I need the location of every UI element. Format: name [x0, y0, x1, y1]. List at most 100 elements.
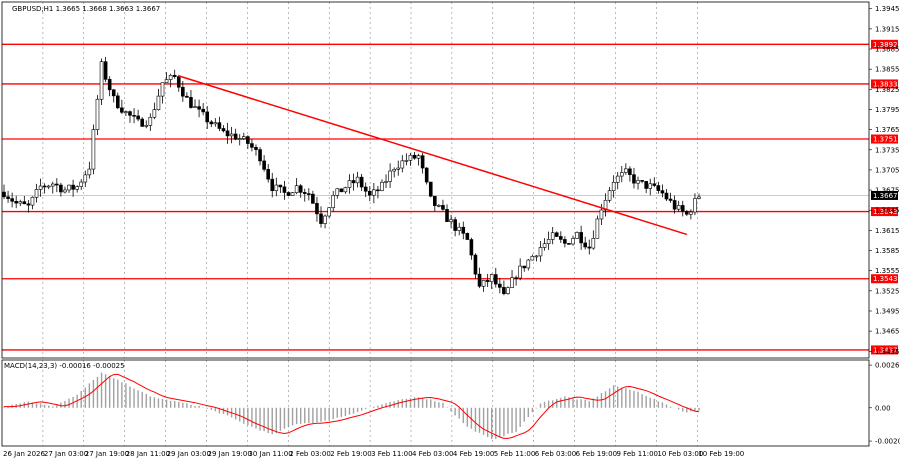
candle-body	[347, 180, 352, 188]
candle-body	[595, 218, 600, 239]
y-tick-label: 1.3645	[875, 207, 900, 215]
frame-layer	[1, 1, 870, 447]
candle-body	[290, 192, 295, 196]
macd-panel-frame	[1, 359, 870, 447]
candle-body	[237, 138, 242, 140]
candle-body	[168, 74, 173, 80]
candle-body	[83, 174, 88, 183]
candle-body	[498, 283, 502, 288]
candle-body	[38, 185, 43, 190]
x-tick-label: 9 Feb 11:00	[617, 450, 658, 458]
x-tick-label: 26 Jan 2026	[3, 450, 46, 458]
x-tick-label: 4 Feb 03:00	[412, 450, 453, 458]
candle-body	[107, 79, 112, 91]
y-tick-label: 1.3765	[875, 126, 900, 134]
candle-body	[538, 247, 543, 257]
candle-body	[388, 170, 392, 182]
level-label: 1.3833	[873, 80, 898, 88]
candle-body	[116, 95, 120, 109]
candle-body	[185, 95, 189, 98]
level-label-bg	[871, 207, 898, 217]
candle-body	[685, 210, 689, 215]
candle-body	[319, 213, 323, 224]
level-label: 1.3643	[873, 208, 898, 216]
candle-body	[408, 154, 413, 161]
candle-body	[603, 199, 608, 211]
candle-body	[152, 109, 157, 118]
y-tick-label: 1.3495	[875, 307, 900, 315]
candle-body	[449, 219, 453, 222]
candle-body	[189, 97, 193, 108]
candle-body	[445, 209, 449, 222]
x-tick-label: 6 Feb 19:00	[576, 450, 617, 458]
candle-body	[302, 192, 307, 194]
candle-body	[628, 168, 632, 175]
candle-body	[343, 187, 348, 193]
trend-layer	[178, 75, 688, 236]
candle-body	[136, 115, 140, 120]
candle-body	[660, 190, 665, 194]
x-tick-label: 27 Jan 03:00	[44, 450, 88, 458]
candle-body	[34, 189, 39, 198]
candle-body	[363, 186, 368, 192]
candle-body	[278, 184, 283, 188]
candle-body	[611, 182, 616, 191]
candle-body	[441, 205, 445, 210]
candle-body	[246, 136, 250, 144]
candle-body	[213, 122, 218, 125]
candle-body	[14, 201, 18, 204]
candle-body	[664, 192, 669, 200]
x-tick-label: 28 Jan 11:00	[126, 450, 170, 458]
symbol-info: GBPUSD,H1 1.3665 1.3668 1.3663 1.3667	[12, 5, 160, 13]
candle-body	[59, 184, 63, 193]
candle-body	[493, 274, 498, 285]
candle-body	[233, 133, 238, 140]
candle-body	[542, 243, 547, 248]
level-label: 1.3437	[873, 346, 898, 354]
candle-body	[477, 273, 482, 287]
candle-body	[461, 226, 466, 234]
candle-body	[465, 233, 470, 240]
candle-body	[550, 232, 555, 240]
candle-body	[323, 215, 327, 224]
candle-body	[351, 180, 356, 184]
y-tick-label: 1.3555	[875, 267, 900, 275]
candle-body	[697, 196, 701, 199]
candle-body	[132, 115, 136, 117]
candle-body	[518, 265, 522, 279]
x-tick-label: 10 Feb 03:00	[657, 450, 703, 458]
candle-body	[311, 193, 315, 204]
candle-body	[648, 183, 653, 189]
candle-body	[453, 219, 457, 231]
current-price-label-bg	[871, 190, 898, 200]
candle-body	[502, 287, 506, 295]
level-label-bg	[871, 345, 898, 355]
candle-body	[75, 186, 79, 190]
candle-body	[67, 184, 71, 191]
candle-body	[428, 181, 433, 197]
y-tick-label: 1.3825	[875, 86, 900, 94]
candle-body	[221, 128, 226, 132]
candle-body	[656, 185, 661, 191]
candle-body	[241, 136, 246, 139]
trend-line	[178, 75, 688, 236]
candle-body	[416, 155, 421, 159]
candle-body	[30, 196, 35, 206]
candle-body	[160, 82, 165, 97]
candle-body	[124, 111, 128, 113]
candle-body	[489, 274, 494, 282]
grid-layer	[42, 2, 698, 446]
candle-body	[172, 74, 177, 77]
candle-body	[632, 174, 636, 184]
x-tick-label: 2 Feb 19:00	[330, 450, 371, 458]
candle-body	[522, 265, 527, 269]
candle-body	[331, 195, 336, 209]
candle-body	[156, 95, 161, 110]
candle-body	[510, 277, 514, 288]
candle-body	[526, 259, 531, 269]
candle-body	[412, 154, 417, 159]
price-panel-frame	[1, 1, 870, 359]
